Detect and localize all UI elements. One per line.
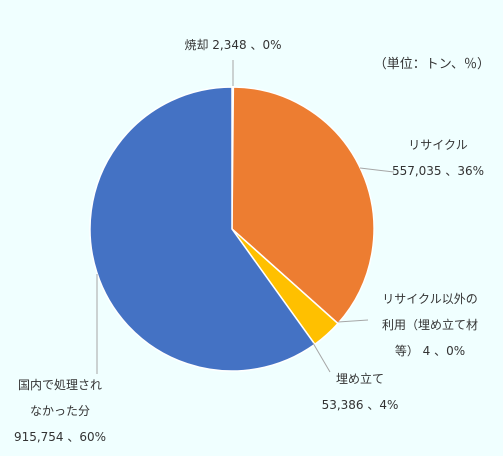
data-label-incineration: 焼却 2,348 、0%: [184, 38, 281, 52]
pie-slices: [89, 86, 375, 372]
data-labels: 焼却 2,348 、0% リサイクル 557,035 、36% リサイクル以外の利用（…: [14, 38, 484, 444]
data-label-line: リサイクル以外の: [382, 292, 477, 306]
data-label-line: 53,386 、4%: [322, 398, 399, 412]
data-label-line: 国内で処理され: [18, 378, 102, 392]
unit-note: （単位：トン、％）: [374, 56, 490, 72]
data-label-recycle: リサイクル 557,035 、36%: [392, 138, 484, 178]
leader-line-recycle: [359, 167, 395, 173]
data-label-other_use: リサイクル以外の利用（埋め立て材等） 4 、0%: [382, 292, 478, 358]
leader-line-landfill: [312, 342, 331, 373]
leader-lines: [96, 60, 395, 374]
data-label-line: なかった分: [30, 404, 90, 418]
data-label-line: リサイクル: [408, 138, 467, 152]
pie-slice-not_processed: [89, 86, 316, 372]
data-label-not_processed: 国内で処理されなかった分 915,754 、60%: [14, 378, 106, 444]
data-label-line: 557,035 、36%: [392, 164, 484, 178]
pie-slice-recycle: [231, 86, 375, 325]
data-label-line: 915,754 、60%: [14, 430, 106, 444]
data-label-landfill: 埋め立て 53,386 、4%: [322, 371, 399, 412]
data-label-line: 焼却 2,348 、0%: [184, 38, 281, 52]
data-label-line: 利用（埋め立て材: [382, 317, 478, 332]
data-label-line: 等） 4 、0%: [395, 344, 465, 358]
data-label-line: 埋め立て: [336, 371, 384, 386]
leader-line-other_use: [337, 319, 369, 323]
